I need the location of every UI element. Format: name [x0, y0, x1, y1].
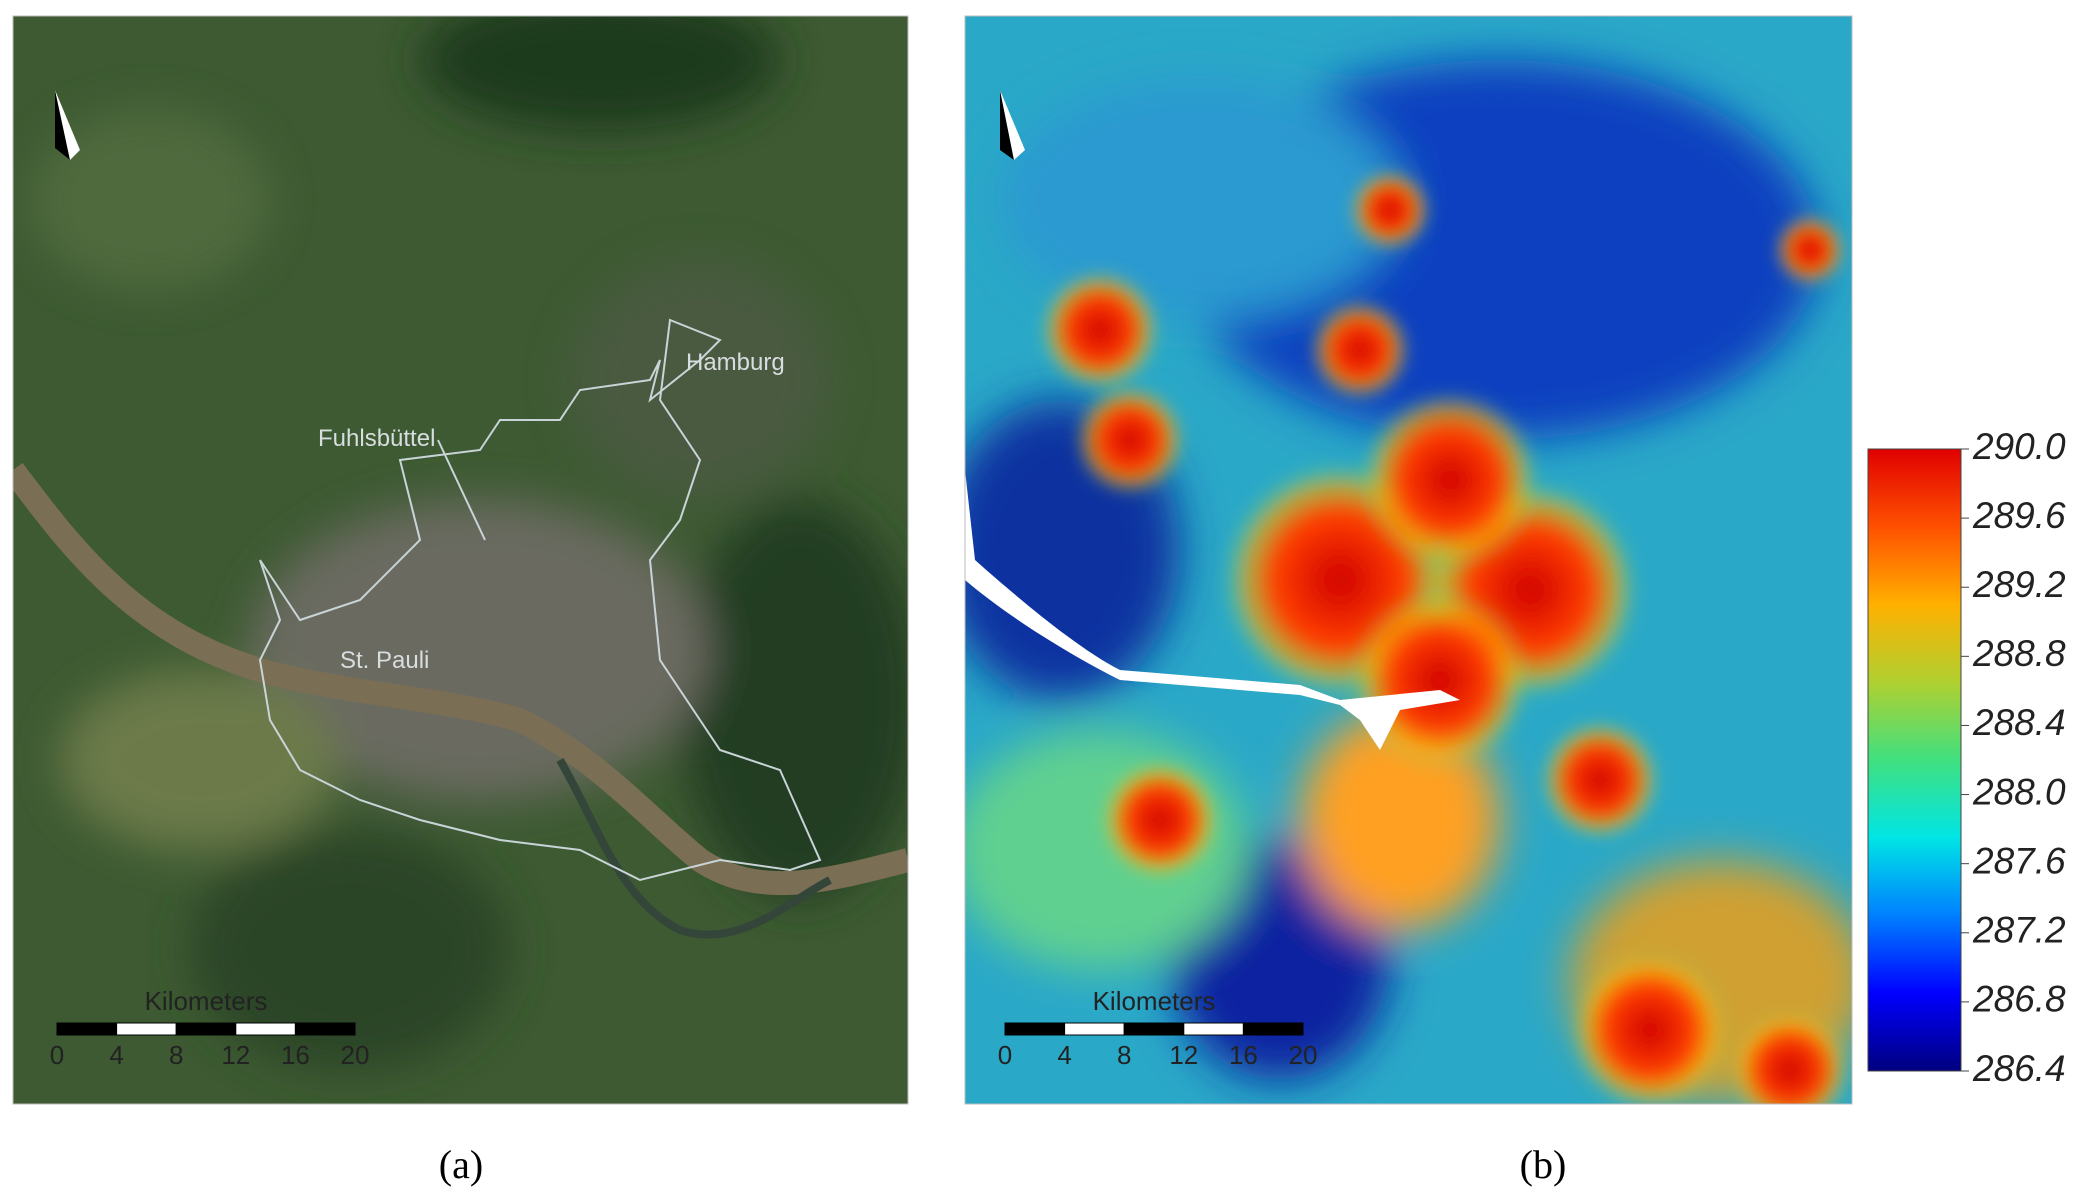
- scale-segment: [1064, 1022, 1125, 1036]
- scale-segment: [175, 1022, 237, 1036]
- place-label: St. Pauli: [340, 647, 429, 674]
- colorbar: [1867, 448, 1962, 1072]
- scale-segment: [1004, 1022, 1066, 1036]
- scale-tick-label: 8: [169, 1040, 183, 1070]
- caption: (a): [439, 1142, 483, 1187]
- panel-frame: [12, 15, 909, 1105]
- place-label: Hamburg: [686, 349, 785, 376]
- colorbar-tick-label: 289.2: [1972, 564, 2066, 605]
- scale-tick-label: 8: [1117, 1040, 1131, 1070]
- scale-segment: [1183, 1022, 1244, 1036]
- scale-unit: Kilometers: [1093, 986, 1216, 1016]
- colorbar-tick-label: 286.4: [1972, 1048, 2066, 1089]
- place-label: Fuhlsbüttel: [318, 425, 435, 452]
- scale-tick-label: 16: [1229, 1040, 1258, 1070]
- colorbar-tick-label: 287.6: [1972, 840, 2066, 881]
- colorbar-tick-label: 288.8: [1972, 633, 2066, 674]
- scale-segment: [1242, 1022, 1304, 1036]
- colorbar-tick-label: 288.4: [1972, 702, 2066, 743]
- colorbar-tick-label: 287.2: [1972, 910, 2066, 951]
- caption: (b): [1520, 1142, 1567, 1187]
- scale-tick-label: 20: [341, 1040, 370, 1070]
- colorbar-tick-label: 289.6: [1972, 495, 2066, 536]
- satellite-map: [13, 16, 908, 1104]
- colorbar-tick-label: 288.0: [1972, 771, 2066, 812]
- scale-tick-label: 4: [1057, 1040, 1071, 1070]
- scale-tick-label: 0: [998, 1040, 1012, 1070]
- colorbar-tick-label: 290.0: [1972, 426, 2066, 467]
- scale-tick-label: 16: [281, 1040, 310, 1070]
- scale-tick-label: 4: [109, 1040, 123, 1070]
- scale-tick-label: 20: [1289, 1040, 1318, 1070]
- temperature-map: [965, 16, 1852, 1104]
- scale-segment: [1123, 1022, 1185, 1036]
- scale-segment: [116, 1022, 177, 1036]
- colorbar-tick-label: 286.8: [1972, 979, 2066, 1020]
- scale-tick-label: 0: [50, 1040, 64, 1070]
- scale-tick-label: 12: [221, 1040, 250, 1070]
- scale-unit: Kilometers: [145, 986, 268, 1016]
- scale-segment: [56, 1022, 118, 1036]
- scale-tick-label: 12: [1169, 1040, 1198, 1070]
- scale-segment: [235, 1022, 296, 1036]
- panel-frame: [964, 15, 1853, 1105]
- scale-segment: [294, 1022, 356, 1036]
